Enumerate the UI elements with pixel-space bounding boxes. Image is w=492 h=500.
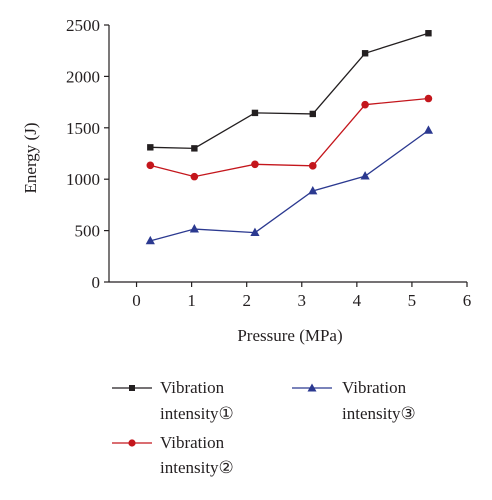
data-point-series-3 [250,227,260,237]
plot-series [145,30,434,245]
legend-label-line1: Vibration [160,378,225,397]
legend-label-line2: intensity① [160,404,234,423]
data-point-series-1 [361,50,369,57]
legend-item-1: Vibration intensity① [112,378,234,423]
y-tick-label: 1000 [66,170,100,189]
y-tick-label: 1500 [66,119,100,138]
series-line-2 [150,97,429,178]
y-tick-label: 2500 [66,16,100,35]
data-point-series-3 [360,171,370,180]
legend-label-line1: Vibration [342,378,407,397]
data-point-series-3 [145,235,155,245]
data-point-series-3 [308,186,318,195]
x-tick-label: 0 [132,291,141,310]
series-line-1 [150,32,429,150]
data-point-series-1 [309,110,316,118]
legend-item-3: Vibration intensity③ [292,378,416,423]
legend-swatch-marker [307,383,317,392]
data-point-series-2 [424,94,433,103]
legend: Vibration intensity① Vibration intensity… [112,378,416,477]
data-point-series-1 [147,144,154,151]
x-axis-label: Pressure (MPa) [237,326,342,345]
data-point-series-2 [190,172,199,181]
legend-label-line2: intensity③ [342,404,416,423]
x-tick-label: 5 [408,291,417,310]
x-tick-label: 4 [353,291,362,310]
y-ticks: 0 500 1000 1500 2000 2500 [66,16,109,292]
y-tick-label: 500 [75,222,101,241]
legend-item-2: Vibration intensity② [112,433,234,477]
data-point-series-1 [425,30,432,37]
data-point-series-1 [191,145,198,152]
data-point-series-2 [251,160,259,169]
x-tick-label: 3 [298,291,307,310]
axes: 0 500 1000 1500 2000 2500 0 1 2 3 4 5 6 [66,16,471,310]
x-ticks: 0 1 2 3 4 5 6 [132,282,471,310]
legend-label-line2: intensity② [160,458,234,477]
legend-swatch-marker [129,385,135,391]
legend-swatch-marker [128,439,136,447]
data-point-series-2 [308,162,317,170]
y-axis-label: Energy (J) [21,123,40,194]
x-tick-label: 2 [242,291,251,310]
data-point-series-2 [361,100,369,109]
x-tick-label: 1 [187,291,196,310]
data-point-series-3 [423,125,434,134]
x-tick-label: 6 [463,291,472,310]
data-point-series-2 [146,161,155,170]
legend-label-line1: Vibration [160,433,225,452]
series-line-3 [150,129,429,242]
data-point-series-3 [189,224,199,233]
data-point-series-1 [251,109,259,117]
y-tick-label: 0 [92,273,101,292]
y-tick-label: 2000 [66,67,100,86]
